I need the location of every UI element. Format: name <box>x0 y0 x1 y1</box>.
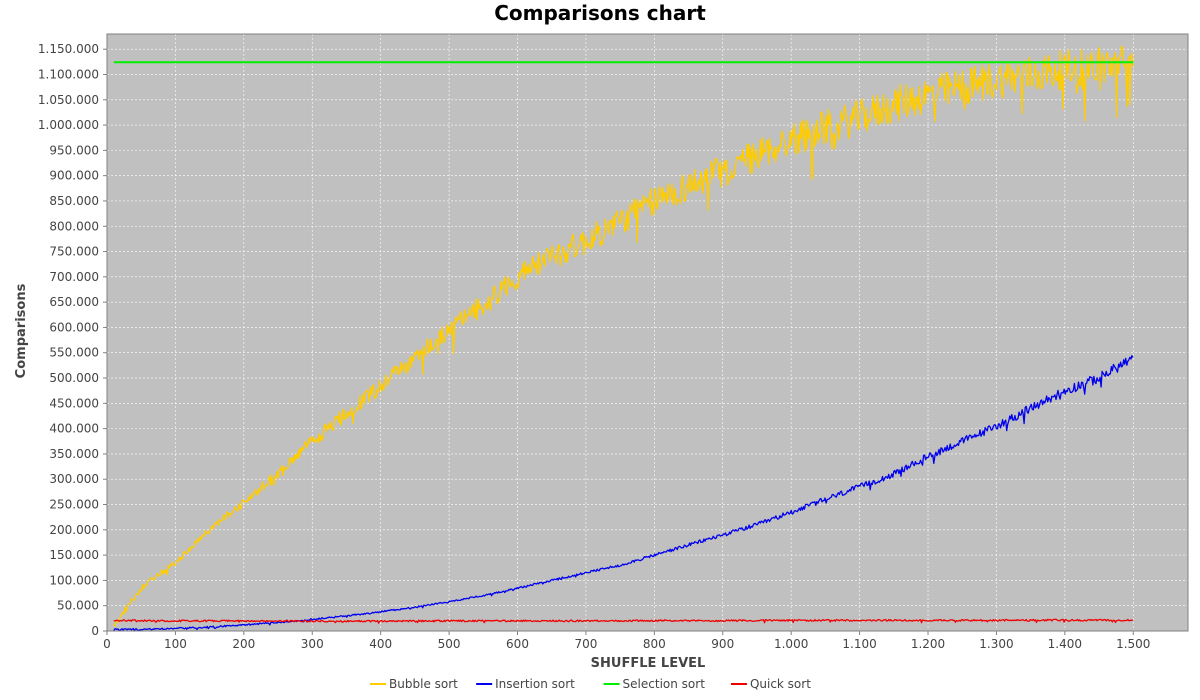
x-tick-label: 0 <box>103 637 111 651</box>
y-tick-label: 1.100.000 <box>38 67 99 81</box>
y-tick-label: 250.000 <box>49 498 99 512</box>
y-tick-label: 350.000 <box>49 447 99 461</box>
x-tick-label: 100 <box>164 637 187 651</box>
x-tick-label: 400 <box>369 637 392 651</box>
x-tick-label: 700 <box>574 637 597 651</box>
y-tick-label: 400.000 <box>49 422 99 436</box>
y-tick-label: 1.050.000 <box>38 93 99 107</box>
y-tick-label: 950.000 <box>49 143 99 157</box>
legend-label: Quick sort <box>750 677 811 691</box>
legend-label: Bubble sort <box>389 677 458 691</box>
x-tick-label: 200 <box>232 637 255 651</box>
plot-frame <box>106 33 1189 632</box>
series-line-insertion-sort <box>113 355 1134 632</box>
x-axis-title: SHUFFLE LEVEL <box>591 656 706 671</box>
y-tick-label: 550.000 <box>49 346 99 360</box>
x-tick-label: 1.100 <box>842 637 876 651</box>
y-tick-label: 1.000.000 <box>38 118 99 132</box>
chart-title: Comparisons chart <box>494 1 706 25</box>
series-line-bubble-sort <box>113 45 1134 627</box>
x-tick-label: 1.300 <box>979 637 1013 651</box>
y-tick-label: 750.000 <box>49 245 99 259</box>
series-line-quick-sort <box>113 618 1134 624</box>
legend-label: Selection sort <box>623 677 706 691</box>
y-tick-label: 450.000 <box>49 396 99 410</box>
x-axis: 0 100 200 300 400 500 600 700 800 900 1.000 1.100 1.… <box>103 631 1150 651</box>
y-axis-title: Comparisons <box>14 283 29 378</box>
y-tick-label: 200.000 <box>49 523 99 537</box>
y-tick-label: 800.000 <box>49 219 99 233</box>
x-tick-label: 600 <box>506 637 529 651</box>
x-tick-label: 500 <box>438 637 461 651</box>
y-axis: 0 50.000 100.000 150.000 200.000 250.000 300.0… <box>38 42 107 638</box>
legend-label: Insertion sort <box>495 677 575 691</box>
y-tick-label: 150.000 <box>49 548 99 562</box>
x-tick-label: 1.200 <box>911 637 945 651</box>
y-tick-label: 900.000 <box>49 169 99 183</box>
y-tick-label: 500.000 <box>49 371 99 385</box>
x-tick-label: 1.000 <box>774 637 808 651</box>
x-tick-label: 1.500 <box>1116 637 1150 651</box>
x-tick-label: 800 <box>643 637 666 651</box>
y-tick-label: 600.000 <box>49 320 99 334</box>
plot-area <box>107 34 1188 631</box>
y-tick-label: 650.000 <box>49 295 99 309</box>
x-tick-label: 1.400 <box>1048 637 1082 651</box>
series-lines <box>113 45 1134 632</box>
y-tick-label: 100.000 <box>49 573 99 587</box>
legend: Bubble sort Insertion sort Selection sort Q… <box>370 677 811 691</box>
y-tick-label: 0 <box>91 624 99 638</box>
y-tick-label: 1.150.000 <box>38 42 99 56</box>
y-tick-label: 850.000 <box>49 194 99 208</box>
x-tick-label: 300 <box>301 637 324 651</box>
y-tick-label: 700.000 <box>49 270 99 284</box>
y-tick-label: 50.000 <box>57 599 99 613</box>
x-tick-label: 900 <box>711 637 734 651</box>
y-tick-label: 300.000 <box>49 472 99 486</box>
